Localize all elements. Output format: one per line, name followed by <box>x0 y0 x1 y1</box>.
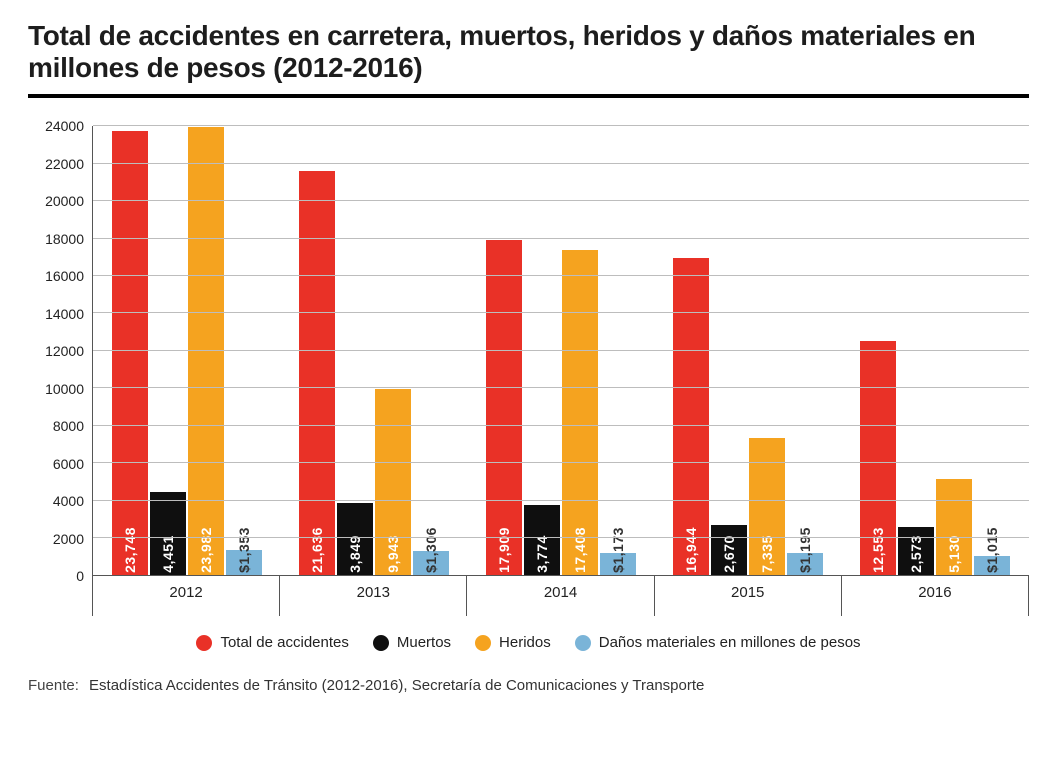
bar-value-label: $1,173 <box>610 527 626 573</box>
bar-heridos: 23,982 <box>188 127 224 576</box>
bar-accidentes: 17,909 <box>486 240 522 575</box>
legend-label: Muertos <box>397 634 451 651</box>
y-tick-label: 10000 <box>45 381 84 397</box>
legend-swatch <box>575 635 591 651</box>
y-tick-label: 0 <box>76 568 84 584</box>
bar-group: 21,636 3,849 9,943 $1,306 <box>280 126 467 575</box>
bar-accidentes: 21,636 <box>299 171 335 576</box>
bar-value-label: 17,909 <box>496 527 512 573</box>
x-axis: 20122013201420152016 <box>92 576 1029 616</box>
plot-area: 23,748 4,451 23,982 $1,353 21,636 3,849 9,943 $… <box>92 126 1029 576</box>
bar-group: 12,553 2,573 5,130 $1,015 <box>842 126 1029 575</box>
bar-muertos: 2,573 <box>898 527 934 575</box>
bar-danos: $1,195 <box>787 553 823 575</box>
legend-item-accidentes: Total de accidentes <box>196 634 348 651</box>
bar-value-label: 3,774 <box>534 536 550 574</box>
x-tick-label: 2016 <box>841 576 1029 616</box>
bar-value-label: $1,306 <box>423 527 439 573</box>
source-text: Estadística Accidentes de Tránsito (2012… <box>89 677 704 694</box>
bar-value-label: $1,015 <box>984 527 1000 573</box>
y-tick-label: 16000 <box>45 268 84 284</box>
bar-danos: $1,306 <box>413 551 449 575</box>
bar-heridos: 7,335 <box>749 438 785 575</box>
bar-heridos: 5,130 <box>936 479 972 575</box>
source-line: Fuente: Estadística Accidentes de Tránsi… <box>28 677 1029 694</box>
y-tick-label: 8000 <box>53 418 84 434</box>
y-tick-label: 18000 <box>45 231 84 247</box>
bar-muertos: 2,670 <box>711 525 747 575</box>
bar-value-label: 17,408 <box>572 527 588 573</box>
bar-groups: 23,748 4,451 23,982 $1,353 21,636 3,849 9,943 $… <box>93 126 1029 575</box>
bar-group: 16,944 2,670 7,335 $1,195 <box>655 126 842 575</box>
bar-value-label: 23,982 <box>198 527 214 573</box>
legend-swatch <box>475 635 491 651</box>
legend: Total de accidentes Muertos Heridos Daños m… <box>28 634 1029 651</box>
bar-value-label: 16,944 <box>683 527 699 573</box>
bar-danos: $1,353 <box>226 550 262 575</box>
bar-heridos: 9,943 <box>375 389 411 575</box>
y-tick-label: 12000 <box>45 343 84 359</box>
bar-value-label: 9,943 <box>385 536 401 574</box>
bar-value-label: 2,670 <box>721 536 737 574</box>
bar-value-label: 23,748 <box>122 527 138 573</box>
bar-value-label: 12,553 <box>870 527 886 573</box>
bar-danos: $1,015 <box>974 556 1010 575</box>
y-tick-label: 22000 <box>45 156 84 172</box>
bar-value-label: 21,636 <box>309 527 325 573</box>
legend-label: Total de accidentes <box>220 634 348 651</box>
bar-accidentes: 16,944 <box>673 258 709 575</box>
title-rule <box>28 94 1029 98</box>
chart-title: Total de accidentes en carretera, muerto… <box>28 20 1029 84</box>
y-tick-label: 4000 <box>53 493 84 509</box>
x-tick-label: 2015 <box>654 576 841 616</box>
y-tick-label: 20000 <box>45 193 84 209</box>
legend-item-heridos: Heridos <box>475 634 551 651</box>
x-tick-label: 2012 <box>92 576 279 616</box>
bar-value-label: 4,451 <box>160 536 176 574</box>
bar-danos: $1,173 <box>600 553 636 575</box>
source-label: Fuente: <box>28 677 79 694</box>
y-tick-label: 6000 <box>53 456 84 472</box>
chart: 0 2000 4000 6000 8000 10000 12000 14000 16000 180… <box>28 126 1029 616</box>
bar-accidentes: 23,748 <box>112 131 148 575</box>
x-tick-label: 2014 <box>466 576 653 616</box>
legend-item-muertos: Muertos <box>373 634 451 651</box>
legend-label: Daños materiales en millones de pesos <box>599 634 861 651</box>
bar-value-label: 5,130 <box>946 536 962 574</box>
bar-value-label: 7,335 <box>759 536 775 574</box>
y-tick-label: 14000 <box>45 306 84 322</box>
y-tick-label: 2000 <box>53 531 84 547</box>
bar-value-label: 3,849 <box>347 536 363 574</box>
legend-swatch <box>196 635 212 651</box>
bar-value-label: $1,353 <box>236 527 252 573</box>
bar-heridos: 17,408 <box>562 250 598 576</box>
x-tick-label: 2013 <box>279 576 466 616</box>
bar-value-label: 2,573 <box>908 536 924 574</box>
bar-value-label: $1,195 <box>797 527 813 573</box>
bar-accidentes: 12,553 <box>860 341 896 576</box>
y-tick-label: 24000 <box>45 118 84 134</box>
legend-swatch <box>373 635 389 651</box>
bar-muertos: 4,451 <box>150 492 186 575</box>
bar-group: 17,909 3,774 17,408 $1,173 <box>467 126 654 575</box>
y-axis: 0200040006000800010000120001400016000180… <box>28 126 92 576</box>
bar-group: 23,748 4,451 23,982 $1,353 <box>93 126 280 575</box>
bar-muertos: 3,849 <box>337 503 373 575</box>
legend-item-danos: Daños materiales en millones de pesos <box>575 634 861 651</box>
bar-muertos: 3,774 <box>524 505 560 576</box>
legend-label: Heridos <box>499 634 551 651</box>
